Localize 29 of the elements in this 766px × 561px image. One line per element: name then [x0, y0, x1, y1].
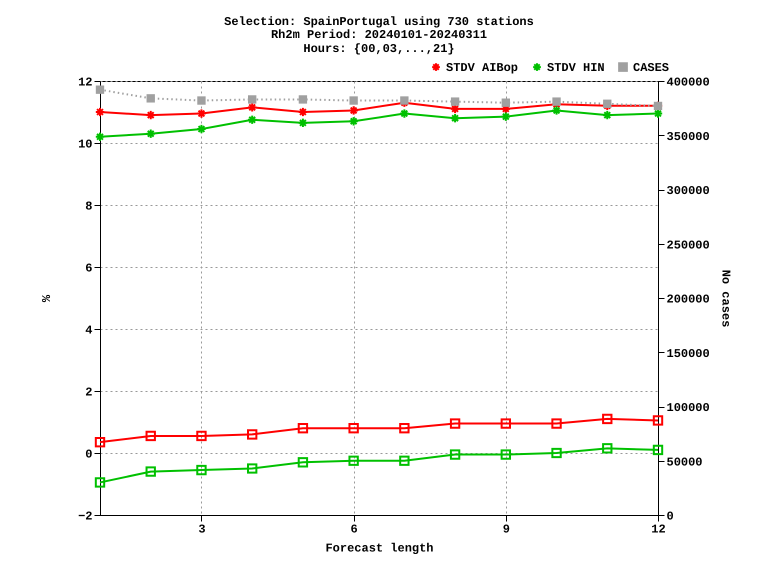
legend-label: STDV AIBop	[446, 61, 518, 76]
y2-tick-label: 350000	[666, 130, 710, 144]
chart-subtitle: Rh2m Period: 20240101-20240311 Hours: {00,03,...,21}	[270, 28, 488, 56]
chart-title: Selection: SpainPortugal using 730 stations	[224, 15, 534, 29]
legend-label: STDV HIN	[547, 61, 605, 76]
y-axis-title: %	[40, 294, 54, 302]
y-tick-label: 8	[85, 200, 92, 214]
y-tick-label: 6	[85, 262, 92, 276]
legend-label: CASES	[633, 61, 670, 76]
y2-tick-label: 300000	[666, 184, 710, 198]
y2-tick-label: 400000	[666, 76, 710, 90]
x-tick-label: 12	[651, 522, 666, 536]
x-axis-title: Forecast length	[325, 542, 434, 556]
y-tick-label: 4	[85, 324, 92, 338]
y2-axis-title: No cases	[718, 270, 733, 328]
y-tick-label: 12	[78, 76, 92, 90]
y2-tick-label: 150000	[666, 346, 710, 361]
y-tick-label: 2	[85, 386, 92, 400]
y2-tick-label: 50000	[666, 455, 703, 470]
x-tick-label: 3	[198, 522, 206, 536]
y2-tick-label: 0	[666, 510, 674, 524]
x-tick-label: 9	[502, 522, 510, 536]
y-tick-label: 0	[85, 448, 92, 462]
y-tick-label: −2	[78, 510, 92, 524]
y2-tick-label: 200000	[666, 292, 710, 306]
y-tick-label: 10	[78, 138, 92, 152]
y2-tick-label: 250000	[666, 238, 710, 252]
x-tick-label: 6	[350, 522, 358, 536]
y2-tick-label: 100000	[666, 401, 710, 415]
